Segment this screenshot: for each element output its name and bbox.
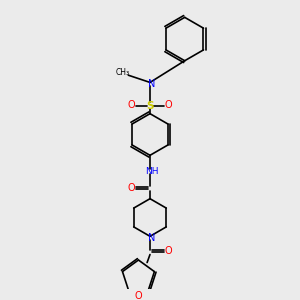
Text: O: O: [164, 100, 172, 110]
Text: O: O: [135, 292, 142, 300]
Text: O: O: [128, 100, 136, 110]
Text: O: O: [164, 246, 172, 256]
Text: N: N: [148, 79, 155, 89]
Text: NH: NH: [145, 167, 158, 176]
Text: O: O: [128, 183, 136, 193]
Text: CH₃: CH₃: [116, 68, 130, 77]
Text: S: S: [146, 100, 154, 111]
Text: N: N: [148, 233, 155, 243]
